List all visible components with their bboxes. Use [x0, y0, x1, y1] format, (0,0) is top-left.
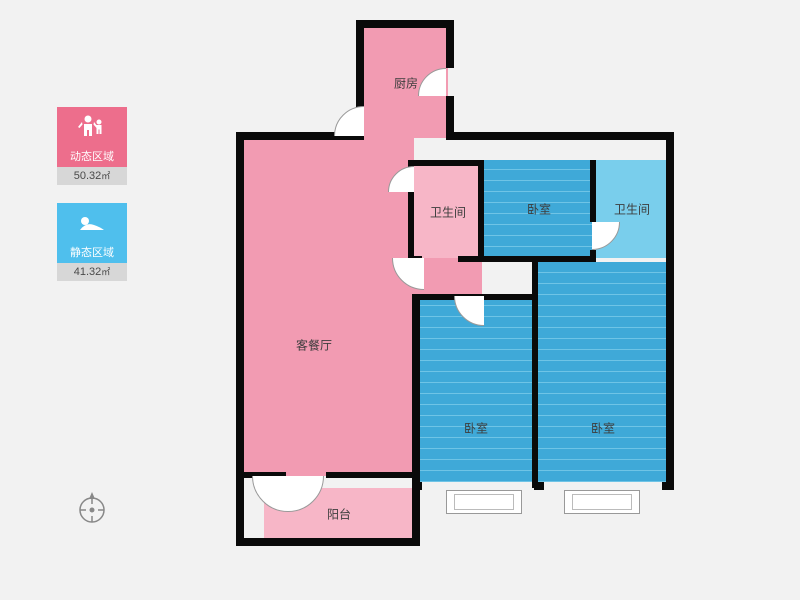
wall-segment [662, 482, 674, 490]
legend-item-static: 静态区域 41.32㎡ [57, 203, 127, 281]
legend-item-dynamic: 动态区域 50.32㎡ [57, 107, 127, 185]
room-bed_br [538, 262, 668, 482]
room-label-kitchen: 厨房 [394, 75, 418, 92]
window [446, 490, 522, 514]
legend-static-label: 静态区域 [57, 243, 127, 263]
wall-segment [356, 20, 452, 28]
wall-segment [326, 472, 420, 478]
wall-segment [446, 132, 674, 140]
wall-segment [590, 250, 596, 262]
wall-segment [408, 160, 484, 166]
wall-segment [412, 488, 420, 544]
wall-segment [236, 132, 244, 546]
room-label-wc1: 卫生间 [430, 204, 466, 221]
room-label-bed_top: 卧室 [527, 201, 551, 218]
text: ㎡ [101, 171, 110, 181]
compass-icon [72, 488, 112, 528]
wall-segment [412, 294, 420, 482]
text: 41.32 [74, 266, 102, 278]
wall-segment [666, 132, 674, 260]
wall-segment [590, 160, 596, 222]
people-icon [57, 107, 127, 147]
text: 50.32 [74, 170, 102, 182]
wall-segment [236, 538, 420, 546]
wall-segment [666, 258, 674, 490]
room-hallway [364, 138, 408, 162]
wall-segment [446, 96, 454, 136]
room-label-wc2: 卫生间 [614, 201, 650, 218]
wall-segment [532, 256, 538, 488]
wall-segment [446, 20, 454, 68]
legend: 动态区域 50.32㎡ 静态区域 41.32㎡ [57, 107, 127, 299]
room-bed_bl [416, 300, 536, 482]
text: ㎡ [101, 267, 110, 277]
text: 动态区域 [70, 151, 114, 163]
room-label-balcony: 阳台 [327, 506, 351, 523]
wall-segment [484, 256, 596, 262]
legend-static-value: 41.32㎡ [57, 263, 127, 281]
room-label-living: 客餐厅 [296, 337, 332, 354]
sleep-icon [57, 203, 127, 243]
room-corridor [414, 258, 482, 294]
wall-segment [478, 160, 484, 260]
legend-dynamic-value: 50.32㎡ [57, 167, 127, 185]
room-label-bed_bl: 卧室 [464, 420, 488, 437]
window [564, 490, 640, 514]
wall-segment [458, 256, 484, 262]
legend-dynamic-label: 动态区域 [57, 147, 127, 167]
room-label-bed_br: 卧室 [591, 420, 615, 437]
text: 静态区域 [70, 247, 114, 259]
